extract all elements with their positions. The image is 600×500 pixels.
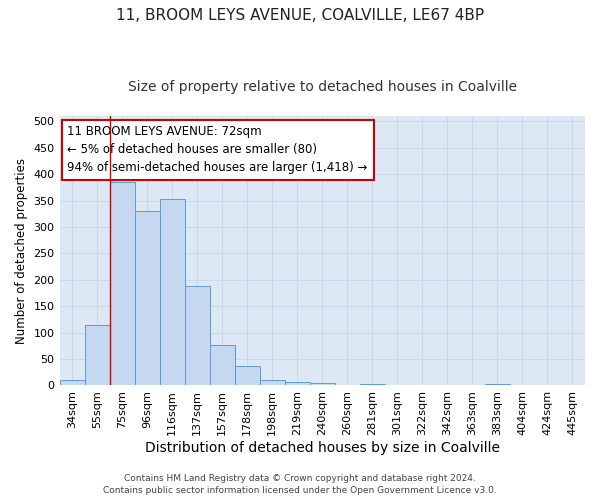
Bar (59, 380, 85, 386)
Text: 11 BROOM LEYS AVENUE: 72sqm
← 5% of detached houses are smaller (80)
94% of semi: 11 BROOM LEYS AVENUE: 72sqm ← 5% of deta… (67, 126, 368, 174)
Y-axis label: Number of detached properties: Number of detached properties (15, 158, 28, 344)
X-axis label: Distribution of detached houses by size in Coalville: Distribution of detached houses by size … (145, 441, 500, 455)
Bar (235, 366, 260, 386)
Bar (85, 324, 110, 386)
Text: Contains HM Land Registry data © Crown copyright and database right 2024.
Contai: Contains HM Land Registry data © Crown c… (103, 474, 497, 495)
Bar (310, 384, 335, 386)
Bar (285, 382, 310, 386)
Bar (485, 384, 510, 386)
Bar (110, 182, 134, 386)
Bar (360, 384, 385, 386)
Title: Size of property relative to detached houses in Coalville: Size of property relative to detached ho… (128, 80, 517, 94)
Bar (134, 211, 160, 386)
Bar (185, 286, 209, 386)
Bar (209, 346, 235, 386)
Bar (560, 385, 585, 386)
Bar (260, 380, 285, 386)
Text: 11, BROOM LEYS AVENUE, COALVILLE, LE67 4BP: 11, BROOM LEYS AVENUE, COALVILLE, LE67 4… (116, 8, 484, 22)
Bar (160, 200, 185, 386)
